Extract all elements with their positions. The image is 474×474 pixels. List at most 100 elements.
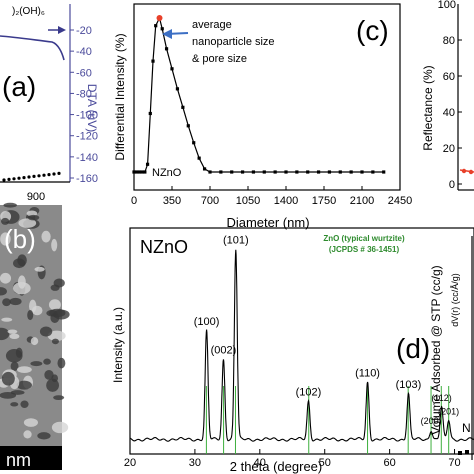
panel-c-data-point	[251, 170, 256, 174]
panel-c-x-tick-label: 1400	[274, 195, 298, 207]
panel-c-data-point	[137, 170, 142, 174]
panel-d-x-tick-label: 40	[254, 457, 266, 469]
panel-c-letter: (c)	[356, 15, 389, 46]
panel-d-ylabel: Intensity (a.u.)	[111, 307, 125, 383]
sem-grain	[20, 400, 29, 408]
sem-grain	[7, 329, 18, 334]
panel-c-data-point	[349, 170, 353, 174]
reflectance-top-tick: 100	[438, 0, 456, 11]
panel-c-ylabel: Differential Intensity (%)	[113, 33, 127, 160]
panel-d-peak-label: (110)	[355, 367, 380, 379]
sem-grain	[27, 214, 40, 221]
sem-grain	[34, 266, 45, 272]
panel-d-peak-label: (201)	[438, 406, 459, 416]
panel-c-legend: NZnO	[152, 167, 182, 179]
sem-grain	[48, 299, 61, 311]
sem-grain	[9, 297, 22, 306]
panel-a-right-axis-label: DTA (uV)	[85, 84, 99, 132]
panel-a-tick-label: -100	[76, 110, 98, 122]
panel-c-data-point	[202, 167, 207, 171]
panel-d-peak-label: (112)	[431, 393, 451, 403]
sem-grain	[46, 378, 60, 392]
panel-c-x-tick-label: 700	[201, 195, 219, 207]
panel-d-xrd-pattern	[129, 249, 474, 442]
tga-dots	[2, 171, 61, 182]
panel-d-peak-label: (100)	[194, 316, 220, 328]
panel-c: 0 350 700 1050 1400 1750 2100 2450 average nano…	[113, 3, 412, 230]
sem-grain	[16, 366, 32, 373]
panel-d-peak-labels: (100) (002) (101) (102) (110) (103) (200) (112)…	[194, 234, 459, 426]
panel-c-data-point	[382, 170, 386, 174]
scalebar-box	[0, 446, 62, 470]
reflectance-ylabel: Reflectance (%)	[421, 65, 435, 150]
panel-c-data-point	[284, 170, 288, 174]
sem-grain	[1, 217, 10, 225]
panel-a-tick-label: -80	[76, 88, 92, 100]
panel-c-x-tick-label: 2100	[350, 195, 374, 207]
panel-c-data-point	[230, 170, 234, 174]
sem-grain	[1, 371, 15, 386]
panel-a-tick-label: -160	[76, 173, 98, 185]
panel-d: (100) (002) (101) (102) (110) (103) (200) (112)…	[111, 227, 474, 474]
adsorption-points-fragment	[458, 450, 469, 455]
panel-c-annotation-line1: average	[192, 19, 232, 31]
sem-grain	[51, 421, 69, 434]
sem-grain	[57, 357, 66, 369]
panel-c-data-point	[316, 170, 321, 174]
panel-c-data-point	[135, 170, 139, 174]
panel-d-peak-label: (102)	[296, 386, 322, 398]
panel-c-x-tick-label: 0	[131, 195, 137, 207]
sem-grain	[43, 358, 51, 365]
panel-c-data-point	[219, 170, 223, 174]
reflectance-tick-label: 0	[449, 179, 455, 191]
panel-d-peak-label: (200)	[421, 416, 442, 426]
sem-grain	[10, 402, 19, 407]
panel-c-annotation-line2: nanoparticle size	[192, 36, 275, 48]
panel-c-data-point	[208, 170, 212, 174]
panel-c-x-tick-label: 1750	[312, 195, 336, 207]
tga-dot	[17, 176, 21, 180]
sem-texture	[0, 202, 70, 440]
sem-grain	[41, 230, 51, 243]
tga-dot	[37, 174, 41, 178]
panel-c-data-point	[140, 170, 144, 174]
sem-grain	[18, 218, 37, 228]
panel-c-series-line	[134, 16, 384, 173]
panel-a: -20 -40 -60 -80 -100 -120 -140 -160 )₂(OH)₆ (a)…	[0, 0, 99, 203]
inset-ylabel: dV(r) (cc/Å/g)	[450, 273, 460, 327]
sem-grain	[51, 238, 58, 252]
panel-c-frame	[133, 3, 401, 191]
panel-d-x-tick-label: 20	[124, 457, 136, 469]
sem-grain	[37, 432, 51, 440]
panel-c-data-point	[360, 170, 364, 174]
sem-grain	[47, 330, 66, 341]
tga-dot	[52, 172, 56, 176]
sem-grain	[2, 298, 11, 307]
sem-grain	[27, 309, 34, 321]
panel-c-data-point	[132, 170, 136, 174]
dta-curve	[0, 35, 65, 61]
sem-grain	[15, 347, 23, 358]
panel-a-tick-label: -120	[76, 131, 98, 143]
panel-c-data-point	[154, 24, 158, 28]
reflectance-tick-label: 60	[443, 71, 455, 83]
panel-a-x-tick: 900	[27, 191, 45, 203]
panel-c-data-point	[164, 47, 169, 51]
panel-a-tick-label: -60	[76, 67, 92, 79]
tga-dot	[27, 175, 31, 179]
sem-grain	[30, 361, 43, 367]
panel-c-x-tick-label: 2450	[388, 195, 412, 207]
panel-c-data-point	[151, 59, 155, 63]
panel-d-reference-label: ZnO (typical wurtzite)	[323, 234, 405, 243]
panel-c-data-point	[262, 170, 266, 174]
sem-grain	[0, 392, 17, 399]
panel-c-xlabel: Diameter (nm)	[226, 215, 309, 230]
panel-a-tick-label: -20	[76, 25, 92, 37]
panel-c-data-point	[338, 170, 342, 174]
panel-c-x-tick-label: 350	[163, 195, 181, 207]
tga-dot	[22, 176, 26, 180]
sem-grain	[3, 202, 17, 208]
sem-grain	[9, 333, 20, 340]
panel-d-xlabel: 2 theta (degree)	[230, 459, 323, 474]
